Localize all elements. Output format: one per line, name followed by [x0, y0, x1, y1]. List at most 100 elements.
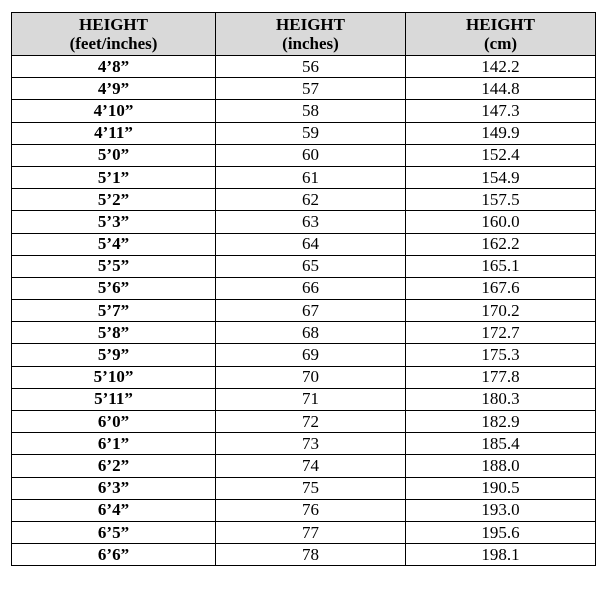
cell-feet-inches: 6’3”	[11, 476, 216, 500]
cell-cm: 188.0	[405, 454, 596, 478]
cell-cm: 160.0	[405, 210, 596, 234]
cell-inches: 75	[215, 476, 406, 500]
cell-feet-inches: 5’10”	[11, 365, 216, 389]
cell-inches: 62	[215, 188, 406, 212]
header-cm-line2: (cm)	[483, 34, 518, 53]
table-row: 5’7” 67 170.2	[11, 299, 596, 323]
cell-inches: 78	[215, 543, 406, 567]
cell-feet-inches: 5’1”	[11, 165, 216, 190]
cell-feet-inches: 5’0”	[11, 143, 216, 167]
table-body: 4’8” 56 142.2 4’9” 57 144.8 4’10” 58 147.3 4’11” 5…	[11, 54, 596, 567]
cell-inches: 61	[215, 165, 406, 190]
cell-inches: 74	[215, 454, 406, 478]
table-row: 4’11” 59 149.9	[11, 121, 596, 145]
header-cm: HEIGHT (cm)	[405, 12, 596, 56]
table-row: 5’6” 66 167.6	[11, 276, 596, 301]
table-row: 5’1” 61 154.9	[11, 165, 596, 190]
cell-inches: 77	[215, 520, 406, 545]
cell-cm: 195.6	[405, 520, 596, 545]
table-row: 6’5” 77 195.6	[11, 520, 596, 545]
header-inches-line2: (inches)	[282, 34, 339, 53]
table-row: 4’10” 58 147.3	[11, 99, 596, 123]
table-row: 6’0” 72 182.9	[11, 409, 596, 434]
table-row: 5’10” 70 177.8	[11, 365, 596, 389]
cell-feet-inches: 6’6”	[11, 543, 216, 567]
cell-inches: 64	[215, 232, 406, 256]
cell-cm: 185.4	[405, 432, 596, 456]
table-row: 5’11” 71 180.3	[11, 387, 596, 412]
cell-cm: 198.1	[405, 543, 596, 567]
cell-feet-inches: 6’1”	[11, 432, 216, 456]
cell-feet-inches: 6’0”	[11, 409, 216, 434]
table-row: 5’0” 60 152.4	[11, 143, 596, 167]
cell-cm: 162.2	[405, 232, 596, 256]
cell-cm: 152.4	[405, 143, 596, 167]
table-row: 5’4” 64 162.2	[11, 232, 596, 256]
cell-inches: 72	[215, 409, 406, 434]
cell-cm: 180.3	[405, 387, 596, 412]
cell-feet-inches: 5’2”	[11, 188, 216, 212]
cell-cm: 167.6	[405, 276, 596, 301]
header-cm-line1: HEIGHT	[466, 15, 535, 34]
table-row: 6’4” 76 193.0	[11, 498, 596, 522]
cell-inches: 70	[215, 365, 406, 389]
cell-cm: 193.0	[405, 498, 596, 522]
cell-feet-inches: 4’9”	[11, 77, 216, 101]
header-inches: HEIGHT (inches)	[215, 12, 406, 56]
table-row: 5’5” 65 165.1	[11, 254, 596, 278]
cell-cm: 147.3	[405, 99, 596, 123]
header-inches-line1: HEIGHT	[276, 15, 345, 34]
cell-inches: 65	[215, 254, 406, 278]
cell-inches: 69	[215, 343, 406, 367]
cell-cm: 154.9	[405, 165, 596, 190]
table-row: 5’8” 68 172.7	[11, 321, 596, 345]
cell-inches: 59	[215, 121, 406, 145]
cell-inches: 56	[215, 54, 406, 79]
table-row: 6’6” 78 198.1	[11, 543, 596, 567]
table-header: HEIGHT (feet/inches) HEIGHT (inches) HEI…	[11, 12, 596, 56]
cell-feet-inches: 5’5”	[11, 254, 216, 278]
cell-inches: 68	[215, 321, 406, 345]
cell-inches: 67	[215, 299, 406, 323]
cell-feet-inches: 6’2”	[11, 454, 216, 478]
cell-inches: 66	[215, 276, 406, 301]
cell-cm: 165.1	[405, 254, 596, 278]
cell-feet-inches: 5’11”	[11, 387, 216, 412]
cell-inches: 63	[215, 210, 406, 234]
cell-inches: 76	[215, 498, 406, 522]
cell-feet-inches: 4’10”	[11, 99, 216, 123]
cell-cm: 177.8	[405, 365, 596, 389]
cell-feet-inches: 5’3”	[11, 210, 216, 234]
table-row: 6’1” 73 185.4	[11, 432, 596, 456]
cell-inches: 58	[215, 99, 406, 123]
cell-feet-inches: 5’6”	[11, 276, 216, 301]
cell-inches: 57	[215, 77, 406, 101]
cell-feet-inches: 5’9”	[11, 343, 216, 367]
cell-cm: 144.8	[405, 77, 596, 101]
cell-cm: 190.5	[405, 476, 596, 500]
cell-inches: 60	[215, 143, 406, 167]
table-row: 4’9” 57 144.8	[11, 77, 596, 101]
cell-feet-inches: 4’11”	[11, 121, 216, 145]
cell-cm: 157.5	[405, 188, 596, 212]
header-feet-inches-line2: (feet/inches)	[69, 34, 158, 53]
cell-feet-inches: 6’4”	[11, 498, 216, 522]
cell-cm: 149.9	[405, 121, 596, 145]
height-conversion-table-container: HEIGHT (feet/inches) HEIGHT (inches) HEI…	[11, 12, 596, 567]
table-row: 6’3” 75 190.5	[11, 476, 596, 500]
cell-inches: 73	[215, 432, 406, 456]
cell-cm: 182.9	[405, 409, 596, 434]
cell-feet-inches: 5’7”	[11, 299, 216, 323]
header-feet-inches: HEIGHT (feet/inches)	[11, 12, 216, 56]
table-row: 6’2” 74 188.0	[11, 454, 596, 478]
cell-cm: 172.7	[405, 321, 596, 345]
cell-cm: 142.2	[405, 54, 596, 79]
table-row: 5’9” 69 175.3	[11, 343, 596, 367]
cell-feet-inches: 6’5”	[11, 520, 216, 545]
cell-inches: 71	[215, 387, 406, 412]
table-row: 5’2” 62 157.5	[11, 188, 596, 212]
header-feet-inches-line1: HEIGHT	[79, 15, 148, 34]
cell-feet-inches: 5’8”	[11, 321, 216, 345]
cell-feet-inches: 5’4”	[11, 232, 216, 256]
table-row: 4’8” 56 142.2	[11, 54, 596, 79]
